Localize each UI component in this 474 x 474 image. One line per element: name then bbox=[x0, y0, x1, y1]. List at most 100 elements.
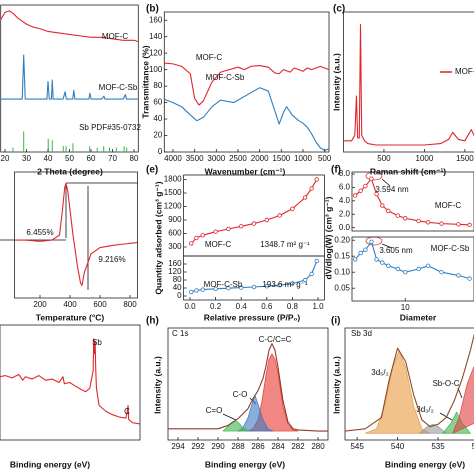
data-point bbox=[363, 247, 368, 252]
series-label: MOF-C bbox=[196, 53, 222, 62]
x-axis-label: Temperature (°C) bbox=[36, 312, 105, 322]
plot-frame bbox=[14, 171, 138, 299]
legend-label: MOF-C bbox=[455, 67, 474, 76]
panel-title: C 1s bbox=[172, 329, 188, 338]
series-label: 3d₃/₂ bbox=[416, 405, 433, 414]
data-point bbox=[425, 220, 431, 225]
y-tick-label: 0 bbox=[158, 147, 163, 156]
plot-frame bbox=[0, 324, 141, 441]
x-tick-label: 290 bbox=[211, 442, 225, 451]
series-label: MOF-C-Sb bbox=[99, 83, 138, 92]
series-label: MOF-C bbox=[435, 201, 461, 210]
x-tick-label: 200 bbox=[33, 300, 47, 309]
data-point bbox=[290, 206, 295, 211]
pointer bbox=[381, 243, 393, 249]
y-tick-label: 100 bbox=[149, 65, 163, 74]
x-tick-label: 40 bbox=[44, 154, 53, 163]
x-tick-label: 1500 bbox=[456, 154, 474, 163]
data-point bbox=[226, 286, 231, 291]
x-tick-label: 280 bbox=[311, 442, 325, 451]
x-tick-label: 500 bbox=[318, 154, 332, 163]
pointer bbox=[222, 413, 237, 421]
x-tick-label: 3500 bbox=[186, 154, 204, 163]
x-tick-label: 0.0 bbox=[184, 302, 196, 311]
data-point bbox=[363, 183, 368, 189]
panel-label: (e) bbox=[146, 165, 158, 176]
data-point bbox=[277, 213, 282, 218]
data-point bbox=[456, 273, 461, 278]
data-point bbox=[352, 257, 358, 262]
annotation: 3.594 nm bbox=[375, 185, 409, 194]
x-axis-label: Binding energy (eV) bbox=[205, 459, 285, 469]
peak-area bbox=[364, 350, 431, 434]
x-tick-label: 535 bbox=[431, 442, 445, 451]
y-tick-label: 140 bbox=[149, 32, 163, 41]
data-point bbox=[456, 222, 461, 227]
series-label: MOF-C-Sb bbox=[204, 280, 243, 289]
plot-frame bbox=[183, 255, 325, 301]
peak-area bbox=[452, 366, 474, 434]
data-point bbox=[238, 285, 244, 290]
data-point bbox=[395, 266, 401, 272]
data-point bbox=[238, 224, 244, 229]
data-point bbox=[251, 284, 257, 290]
plot-frame bbox=[167, 327, 329, 441]
data-point bbox=[303, 277, 308, 283]
y-axis-label: Transmittance (%) bbox=[140, 45, 150, 118]
data-point bbox=[358, 250, 363, 256]
x-tick-label: 292 bbox=[191, 442, 205, 451]
data-point bbox=[403, 270, 408, 275]
data-line bbox=[14, 182, 138, 286]
y-tick-label: 300 bbox=[168, 242, 182, 251]
data-point bbox=[380, 260, 385, 265]
data-point bbox=[369, 239, 374, 244]
panel-title: Sb 3d bbox=[351, 329, 372, 338]
y-tick-label: 40 bbox=[173, 283, 182, 292]
panel-label: (i) bbox=[331, 316, 340, 327]
x-tick-label: 30 bbox=[22, 154, 31, 163]
data-point bbox=[194, 235, 199, 241]
data-point bbox=[277, 283, 282, 288]
y-tick-label: 40 bbox=[153, 114, 162, 123]
pointer bbox=[381, 178, 391, 187]
plot-frame bbox=[343, 11, 474, 153]
data-point bbox=[416, 218, 421, 224]
plot-frame bbox=[163, 11, 330, 153]
x-tick-label: 0.6 bbox=[261, 302, 273, 311]
y-tick-label: 160 bbox=[168, 259, 182, 268]
data-point bbox=[439, 270, 444, 275]
x-tick-label: 400 bbox=[63, 300, 77, 309]
y-tick-label: 60 bbox=[153, 98, 162, 107]
data-point bbox=[352, 193, 358, 198]
y-tick-label: 0.10 bbox=[334, 267, 350, 276]
y-tick-label: 0.20 bbox=[334, 235, 350, 244]
y-tick-label: 0.05 bbox=[334, 283, 350, 292]
y-tick-label: 1500 bbox=[164, 188, 182, 197]
x-tick-label: 284 bbox=[271, 442, 285, 451]
annotation: C bbox=[124, 407, 130, 416]
y-tick-label: 0.0 bbox=[339, 223, 351, 232]
y-tick-label: 120 bbox=[168, 267, 182, 276]
series-label: Sb PDF#35-0732 bbox=[79, 123, 141, 132]
x-tick-label: 2500 bbox=[229, 154, 247, 163]
pointer bbox=[439, 412, 453, 421]
data-point bbox=[467, 222, 472, 228]
data-line bbox=[343, 24, 474, 146]
x-tick-label: 50 bbox=[65, 154, 74, 163]
x-tick-label: 530 bbox=[472, 442, 474, 451]
x-tick-label: 3000 bbox=[207, 154, 225, 163]
data-line bbox=[0, 10, 139, 43]
series-label: MOF-C-Sb bbox=[206, 73, 245, 82]
x-tick-label: 20 bbox=[1, 154, 10, 163]
x-tick-label: 800 bbox=[123, 300, 137, 309]
data-point bbox=[439, 221, 444, 226]
data-point bbox=[314, 258, 319, 264]
data-point bbox=[467, 276, 472, 281]
data-point bbox=[200, 287, 205, 292]
y-axis-label: Intensity (a.u.) bbox=[331, 53, 341, 111]
x-tick-label: 288 bbox=[231, 442, 245, 451]
data-point bbox=[374, 257, 379, 262]
y-axis-label: Intensity (a.u.) bbox=[152, 356, 162, 414]
